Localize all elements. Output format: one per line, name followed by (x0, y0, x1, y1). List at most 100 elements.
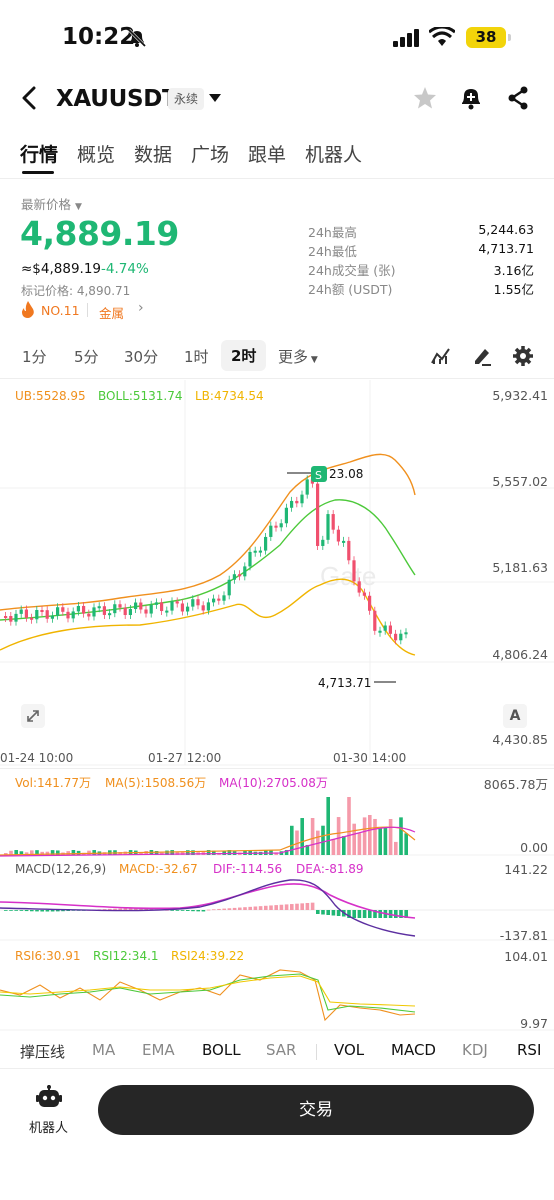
category-tag[interactable]: 金属 (99, 306, 125, 321)
indicator-sar[interactable]: SAR (266, 1041, 297, 1059)
symbol-title[interactable]: XAUUSDT (56, 86, 178, 112)
candle (56, 607, 60, 616)
candle (201, 605, 205, 611)
volume-bar (243, 850, 247, 855)
candle (24, 609, 28, 618)
macd-bar (19, 910, 24, 911)
fullscreen-expand-icon[interactable] (21, 704, 45, 728)
indicator-ma[interactable]: MA (92, 1041, 116, 1059)
macd-bar (102, 909, 107, 910)
macd-bar (269, 905, 273, 910)
favorite-star-icon[interactable] (413, 86, 437, 110)
candle (279, 523, 283, 528)
macd-bar (258, 906, 263, 910)
indicator-rsi[interactable]: RSI (517, 1041, 542, 1059)
volume-bar (71, 850, 76, 855)
rsi12-line (0, 973, 416, 1013)
volume-bar (212, 850, 216, 855)
back-icon[interactable] (20, 86, 38, 110)
boll-mid-line (0, 499, 416, 621)
macd-bar (175, 910, 180, 911)
rsi6-label: RSI6:30.91 (15, 949, 81, 963)
candle (76, 605, 80, 612)
chart-grid (0, 380, 554, 1031)
kline-chart-area[interactable]: Gate S 23.08 4,713.71 (0, 380, 554, 1040)
stat-value-low: 4,713.71 (478, 241, 534, 256)
vol-y-bottom: 0.00 (520, 840, 548, 855)
tab-market[interactable]: 行情 (20, 144, 59, 166)
macd-bar (331, 910, 336, 916)
indicator-ema[interactable]: EMA (142, 1041, 175, 1059)
volume-bar (191, 850, 195, 855)
candle (97, 606, 101, 609)
axis-mode-button[interactable]: A (503, 704, 527, 728)
volume-bar (14, 850, 18, 855)
price-alert-icon[interactable] (459, 85, 483, 111)
volume-bar (357, 833, 362, 855)
volume-bar (66, 851, 70, 855)
macd-bar (206, 909, 211, 911)
share-icon[interactable] (507, 86, 529, 110)
tab-data[interactable]: 数据 (134, 144, 173, 166)
y-axis-tick: 5,557.02 (492, 474, 548, 489)
macd-value-label: MACD:-32.67 (119, 862, 198, 876)
indicator-kdj[interactable]: KDJ (462, 1041, 488, 1059)
candle (404, 632, 408, 635)
draw-pen-icon[interactable] (472, 346, 492, 366)
macd-bar (352, 910, 356, 918)
macd-bar (253, 906, 258, 910)
macd-bar (123, 908, 128, 910)
volume-bar (336, 817, 341, 855)
vol-y-top: 8065.78万 (483, 777, 548, 792)
volume-bar (206, 850, 211, 855)
timeframe-2h[interactable]: 2时 (221, 340, 267, 371)
candle (82, 605, 86, 614)
symbol-dropdown-icon[interactable] (209, 94, 221, 102)
stat-label-low: 24h最低 (308, 244, 357, 259)
tab-square[interactable]: 广场 (191, 144, 230, 166)
macd-y-top: 141.22 (504, 862, 548, 877)
volume-bar (331, 838, 336, 855)
candle (92, 607, 96, 617)
stat-label-turnover: 24h额 (USDT) (308, 282, 393, 297)
indicator-settings-icon[interactable] (431, 347, 451, 365)
volume-bar (4, 853, 8, 855)
timeframe-5m[interactable]: 5分 (74, 348, 99, 366)
robot-icon[interactable] (36, 1085, 62, 1109)
indicator-vol[interactable]: VOL (334, 1041, 365, 1059)
trade-button[interactable]: 交易 (98, 1085, 534, 1135)
candle (175, 601, 179, 604)
tab-overview[interactable]: 概览 (77, 144, 116, 166)
volume-bar (144, 850, 148, 855)
volume-bar (9, 850, 13, 855)
tab-bots[interactable]: 机器人 (305, 144, 363, 166)
indicator-macd[interactable]: MACD (391, 1041, 436, 1059)
volume-bar (326, 797, 330, 855)
volume-bar (373, 818, 377, 855)
timeframe-1m[interactable]: 1分 (22, 348, 47, 366)
volume-bar (404, 833, 408, 855)
macd-bar (186, 910, 190, 911)
volume-bar (362, 817, 367, 855)
tab-copy-trading[interactable]: 跟单 (248, 144, 287, 166)
wifi-icon (429, 27, 455, 46)
timeframe-1h[interactable]: 1时 (184, 348, 209, 366)
stat-label-high: 24h最高 (308, 225, 357, 240)
timeframe-more[interactable]: 更多 ▼ (278, 348, 318, 366)
macd-bar (196, 910, 200, 912)
vol-ma10-line (0, 826, 416, 857)
macd-bar (404, 910, 408, 918)
candle (331, 514, 335, 530)
macd-bar (128, 908, 133, 910)
candle (87, 613, 91, 617)
indicator-boll[interactable]: BOLL (202, 1041, 241, 1059)
macd-bar (4, 910, 8, 911)
volume-bar (321, 825, 325, 855)
chevron-right-icon[interactable]: › (138, 300, 144, 316)
latest-price-label[interactable]: 最新价格 ▼ (21, 197, 82, 212)
gear-icon[interactable] (513, 346, 533, 366)
robot-label[interactable]: 机器人 (29, 1121, 69, 1136)
indicator-support-resistance[interactable]: 撑压线 (20, 1043, 66, 1061)
candle (222, 595, 226, 601)
timeframe-30m[interactable]: 30分 (124, 348, 159, 366)
